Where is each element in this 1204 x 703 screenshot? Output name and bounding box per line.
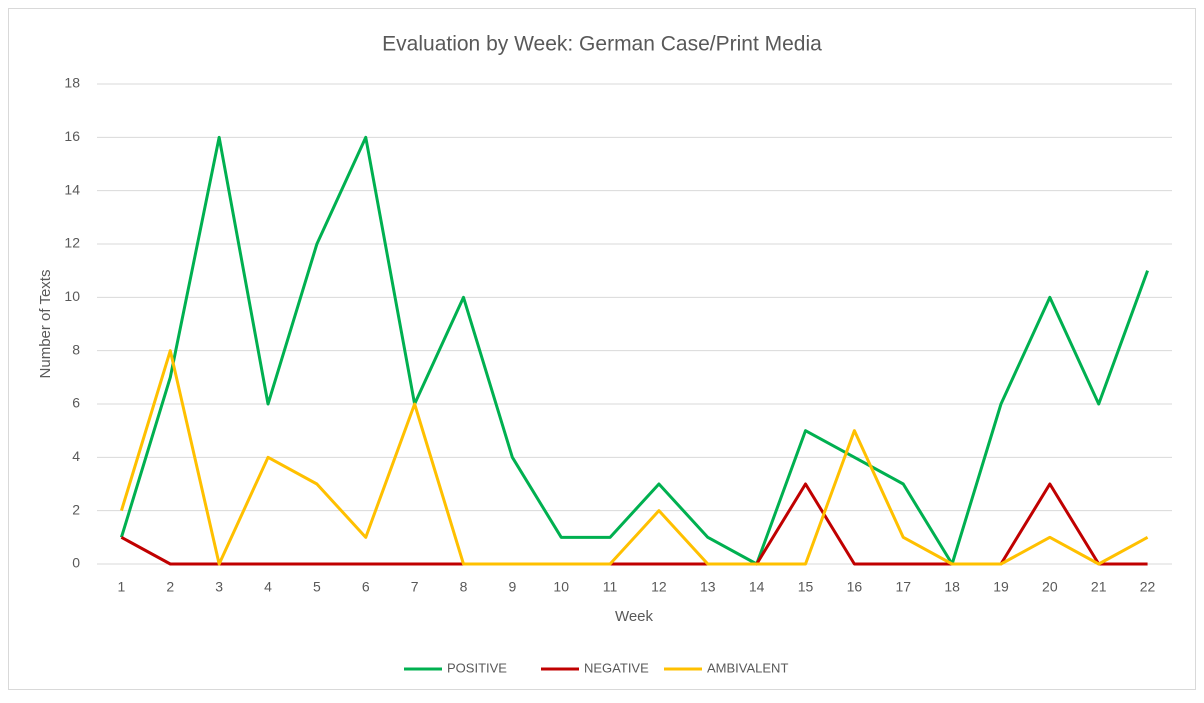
x-tick-label: 20 (1042, 579, 1058, 595)
x-tick-label: 13 (700, 579, 716, 595)
x-tick-label: 2 (166, 579, 174, 595)
x-tick-label: 19 (993, 579, 1009, 595)
y-tick-label: 0 (72, 555, 80, 571)
series-line (119, 135, 1149, 566)
x-tick-label: 4 (264, 579, 272, 595)
x-tick-label: 8 (460, 579, 468, 595)
x-tick-label: 18 (944, 579, 960, 595)
y-tick-label: 2 (72, 501, 80, 517)
legend-label: AMBIVALENT (707, 660, 788, 675)
chart-title: Evaluation by Week: German Case/Print Me… (382, 33, 822, 56)
legend-label: NEGATIVE (584, 660, 649, 675)
x-tick-label: 11 (603, 579, 618, 595)
y-tick-label: 6 (72, 395, 80, 411)
y-tick-label: 4 (72, 448, 80, 464)
series-line (119, 349, 1149, 566)
chart-frame (8, 8, 1196, 690)
x-tick-label: 9 (508, 579, 516, 595)
x-tick-label: 1 (118, 579, 126, 595)
y-tick-label: 12 (64, 235, 80, 251)
y-tick-label: 8 (72, 341, 80, 357)
x-tick-label: 7 (411, 579, 419, 595)
y-tick-label: 18 (64, 75, 80, 91)
x-tick-label: 22 (1140, 579, 1156, 595)
y-tick-label: 16 (64, 128, 80, 144)
x-tick-label: 15 (798, 579, 814, 595)
x-tick-label: 12 (651, 579, 667, 595)
legend-label: POSITIVE (447, 660, 507, 675)
y-tick-label: 14 (64, 181, 80, 197)
y-tick-label: 10 (64, 288, 80, 304)
x-tick-label: 14 (749, 579, 765, 595)
y-axis-label: Number of Texts (37, 270, 54, 379)
x-tick-label: 5 (313, 579, 321, 595)
x-tick-label: 10 (553, 579, 569, 595)
x-axis-label: Week (615, 608, 654, 625)
x-tick-label: 21 (1091, 579, 1107, 595)
x-tick-label: 17 (895, 579, 911, 595)
x-tick-label: 16 (847, 579, 863, 595)
x-tick-label: 3 (215, 579, 223, 595)
x-tick-label: 6 (362, 579, 370, 595)
